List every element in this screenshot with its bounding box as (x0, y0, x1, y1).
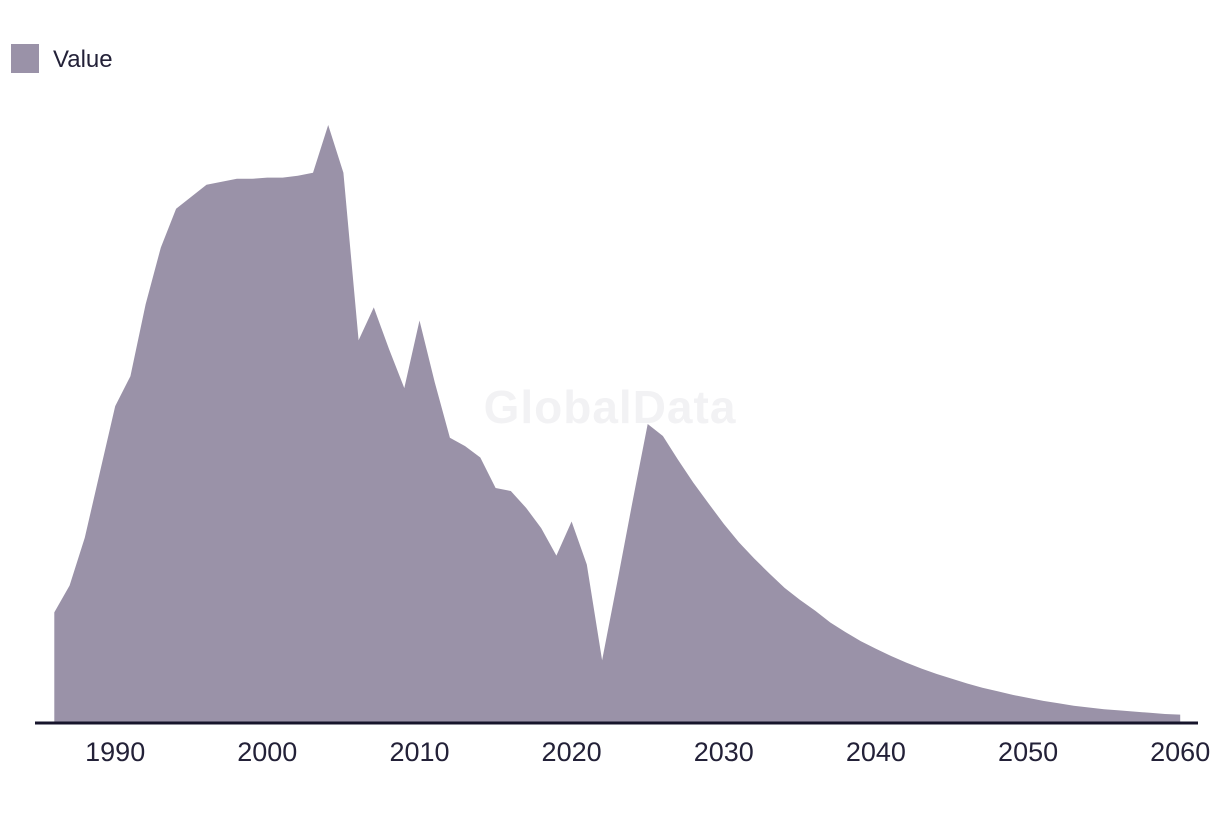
legend-label[interactable]: Value (53, 45, 113, 73)
x-tick-label: 2010 (389, 737, 450, 767)
x-tick-label: 2000 (237, 737, 298, 767)
x-tick-label: 2040 (845, 737, 906, 767)
x-tick-label: 2020 (541, 737, 602, 767)
legend-swatch-icon[interactable] (11, 44, 39, 73)
legend: Value (11, 44, 113, 73)
x-tick-label: 1990 (85, 737, 146, 767)
x-tick-label: 2030 (693, 737, 754, 767)
x-tick-label: 2060 (1150, 737, 1211, 767)
value-area-series[interactable] (54, 125, 1181, 723)
watermark: GlobalData (483, 381, 737, 433)
x-tick-label: 2050 (998, 737, 1059, 767)
